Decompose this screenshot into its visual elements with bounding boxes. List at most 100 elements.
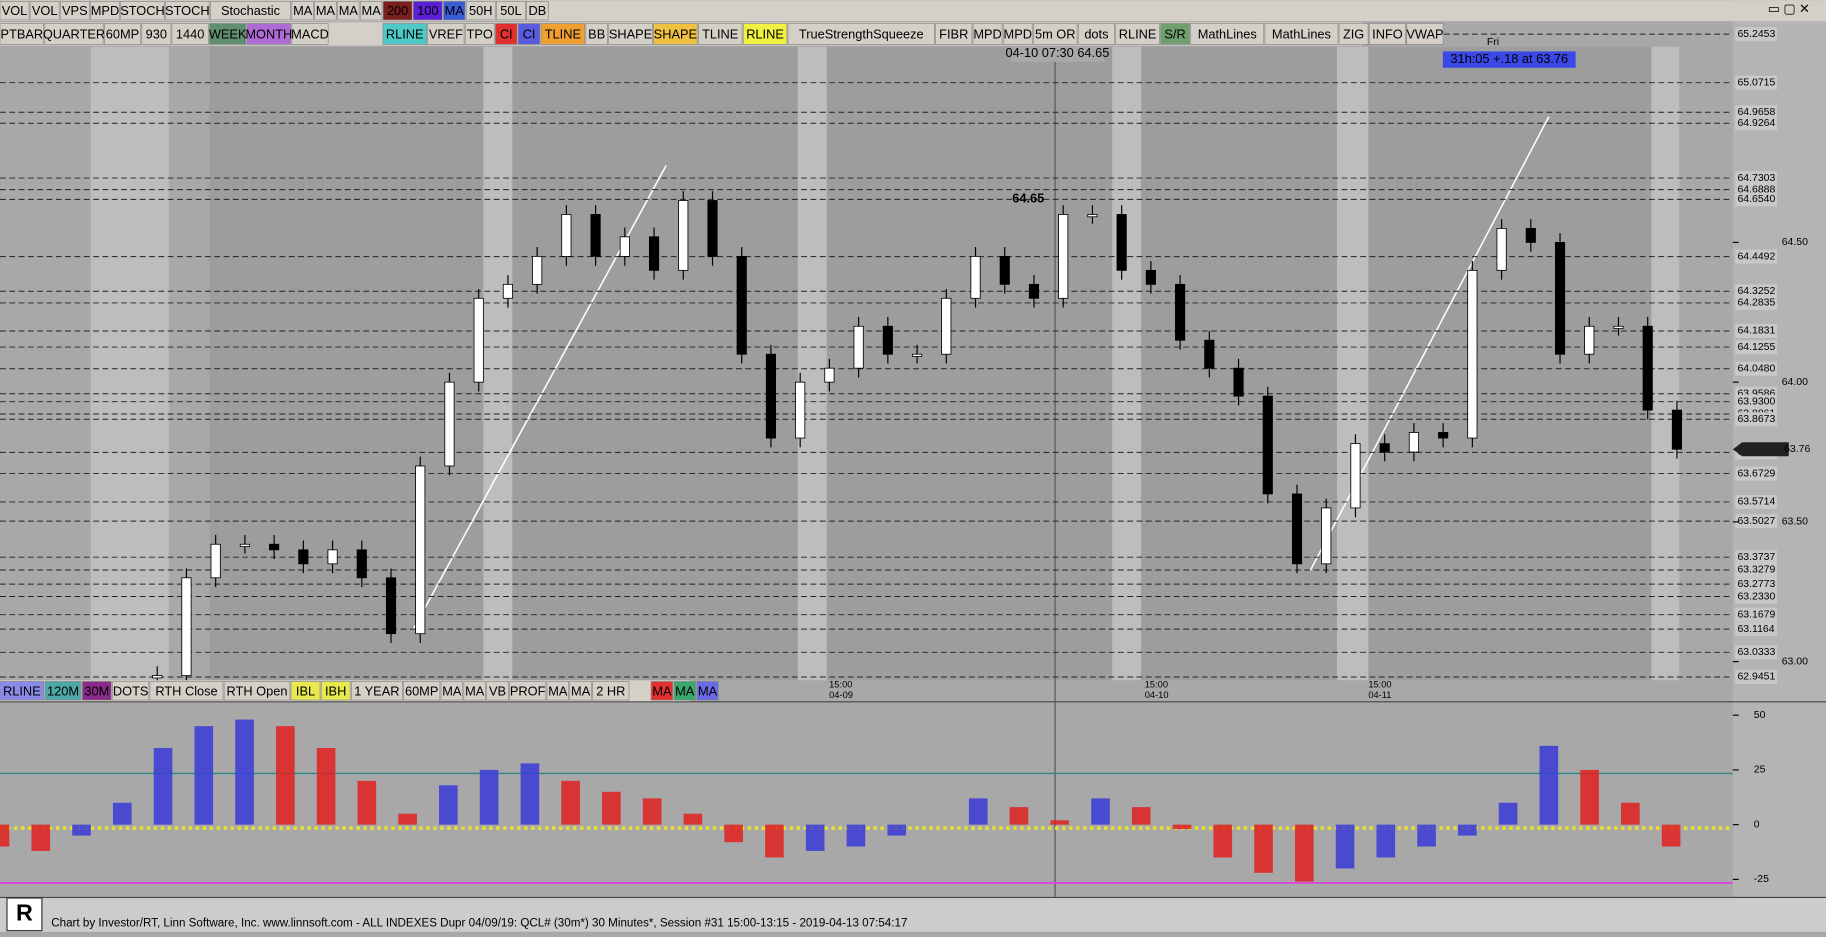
toolbar-button[interactable] [585, 23, 608, 45]
toolbar-button[interactable] [1160, 23, 1190, 45]
toolbar-button[interactable] [1115, 23, 1160, 45]
indicator-bar [235, 719, 254, 825]
indicator-bar [194, 726, 214, 825]
toolbar-button[interactable] [972, 23, 1003, 45]
toolbar-button[interactable] [29, 0, 60, 21]
toolbar-button[interactable] [650, 681, 674, 701]
toolbar-button[interactable] [509, 681, 547, 701]
toolbar-button[interactable] [165, 0, 210, 21]
button-label: QUARTER [43, 26, 105, 41]
toolbar-button[interactable] [59, 0, 90, 21]
toolbar-button[interactable] [1077, 23, 1115, 45]
toolbar-button[interactable] [412, 0, 443, 21]
toolbar-button[interactable] [495, 23, 518, 45]
toolbar-button[interactable] [0, 0, 30, 21]
candle [210, 543, 221, 579]
toolbar-button[interactable] [465, 0, 496, 21]
toolbar-button[interactable] [337, 0, 360, 21]
toolbar-button[interactable] [81, 681, 112, 701]
toolbar-button[interactable] [246, 23, 292, 45]
toolbar-button[interactable] [291, 0, 314, 21]
toolbar-button[interactable] [1264, 23, 1339, 45]
toolbar-button[interactable] [0, 23, 45, 45]
toolbar-button[interactable] [526, 0, 549, 21]
y-tick-label: -25 [1754, 874, 1769, 885]
button-label: Stochastic [221, 3, 281, 18]
y-tick-label: 63.50 [1782, 517, 1808, 528]
toolbar-button[interactable] [463, 681, 486, 701]
toolbar-button[interactable] [1002, 23, 1033, 45]
indicator-bar [112, 802, 132, 825]
indicator-bar [1091, 798, 1110, 825]
indicator-bar [1131, 807, 1151, 825]
window-controls[interactable]: ▭ ▢ ✕ [1768, 1, 1810, 16]
toolbar-button[interactable] [171, 23, 209, 45]
toolbar-button[interactable] [141, 23, 172, 45]
toolbar-button[interactable] [1190, 23, 1265, 45]
toolbar-button[interactable] [0, 681, 45, 701]
toolbar-button[interactable] [653, 23, 698, 45]
y-tick-label: 50 [1754, 710, 1766, 721]
toolbar-button[interactable] [673, 681, 696, 701]
toolbar-button[interactable] [443, 0, 466, 21]
toolbar-button[interactable] [569, 681, 592, 701]
level-label: 63.9586 [1737, 388, 1775, 399]
level-label: 64.3252 [1737, 286, 1775, 297]
toolbar-button[interactable] [486, 681, 509, 701]
toolbar-button[interactable] [314, 0, 337, 21]
toolbar-button[interactable] [440, 681, 464, 701]
toolbar-button[interactable] [44, 681, 82, 701]
toolbar-button[interactable] [149, 681, 224, 701]
toolbar-button[interactable] [742, 23, 788, 45]
shade [1112, 46, 1142, 681]
toolbar-button[interactable] [382, 23, 427, 45]
toolbar-button[interactable] [320, 681, 351, 701]
toolbar-button[interactable] [696, 681, 719, 701]
level-label: 62.9451 [1737, 672, 1775, 683]
day-label: Fri [1487, 37, 1499, 48]
toolbar-button[interactable] [592, 681, 630, 701]
toolbar-button[interactable] [1368, 23, 1406, 45]
toolbar-button[interactable] [120, 0, 165, 21]
toolbar-button[interactable] [382, 0, 413, 21]
toolbar-button[interactable] [350, 681, 403, 701]
toolbar-button[interactable] [608, 23, 653, 45]
toolbar-button[interactable] [291, 23, 329, 45]
toolbar-button[interactable] [359, 0, 383, 21]
toolbar-button[interactable] [427, 23, 465, 45]
toolbar-button[interactable] [209, 0, 292, 21]
candle [1321, 507, 1332, 565]
button-label: MACD [291, 26, 329, 41]
button-label: RLINE [1119, 26, 1157, 41]
toolbar-button[interactable] [90, 0, 120, 21]
candle [502, 283, 513, 299]
toolbar-button[interactable] [223, 681, 291, 701]
toolbar-button[interactable] [403, 681, 441, 701]
toolbar-button[interactable] [517, 23, 541, 45]
toolbar-button[interactable] [103, 23, 142, 45]
level-label-bg [1735, 607, 1778, 622]
button-label: MA [316, 3, 336, 18]
button-label: STOCH [120, 3, 165, 18]
toolbar-button[interactable] [935, 23, 973, 45]
button-label: 1440 [176, 26, 204, 41]
toolbar-button[interactable] [1033, 23, 1078, 45]
toolbar-button[interactable] [540, 23, 586, 45]
toolbar-button[interactable] [290, 681, 321, 701]
candle [239, 543, 250, 547]
toolbar-button[interactable] [209, 23, 247, 45]
toolbar-button[interactable] [787, 23, 935, 45]
toolbar-button[interactable] [1338, 23, 1369, 45]
toolbar-button[interactable] [1406, 23, 1444, 45]
toolbar-button[interactable] [464, 23, 495, 45]
candle [1145, 269, 1156, 285]
toolbar-button[interactable] [44, 23, 104, 45]
toolbar-button[interactable] [698, 23, 743, 45]
toolbar-button[interactable] [112, 681, 150, 701]
footer-bg [0, 898, 1826, 932]
indicator-bar [439, 785, 458, 825]
crosshair-box [1010, 45, 1104, 62]
candle [152, 675, 163, 679]
toolbar-button[interactable] [496, 0, 526, 21]
toolbar-button[interactable] [546, 681, 569, 701]
